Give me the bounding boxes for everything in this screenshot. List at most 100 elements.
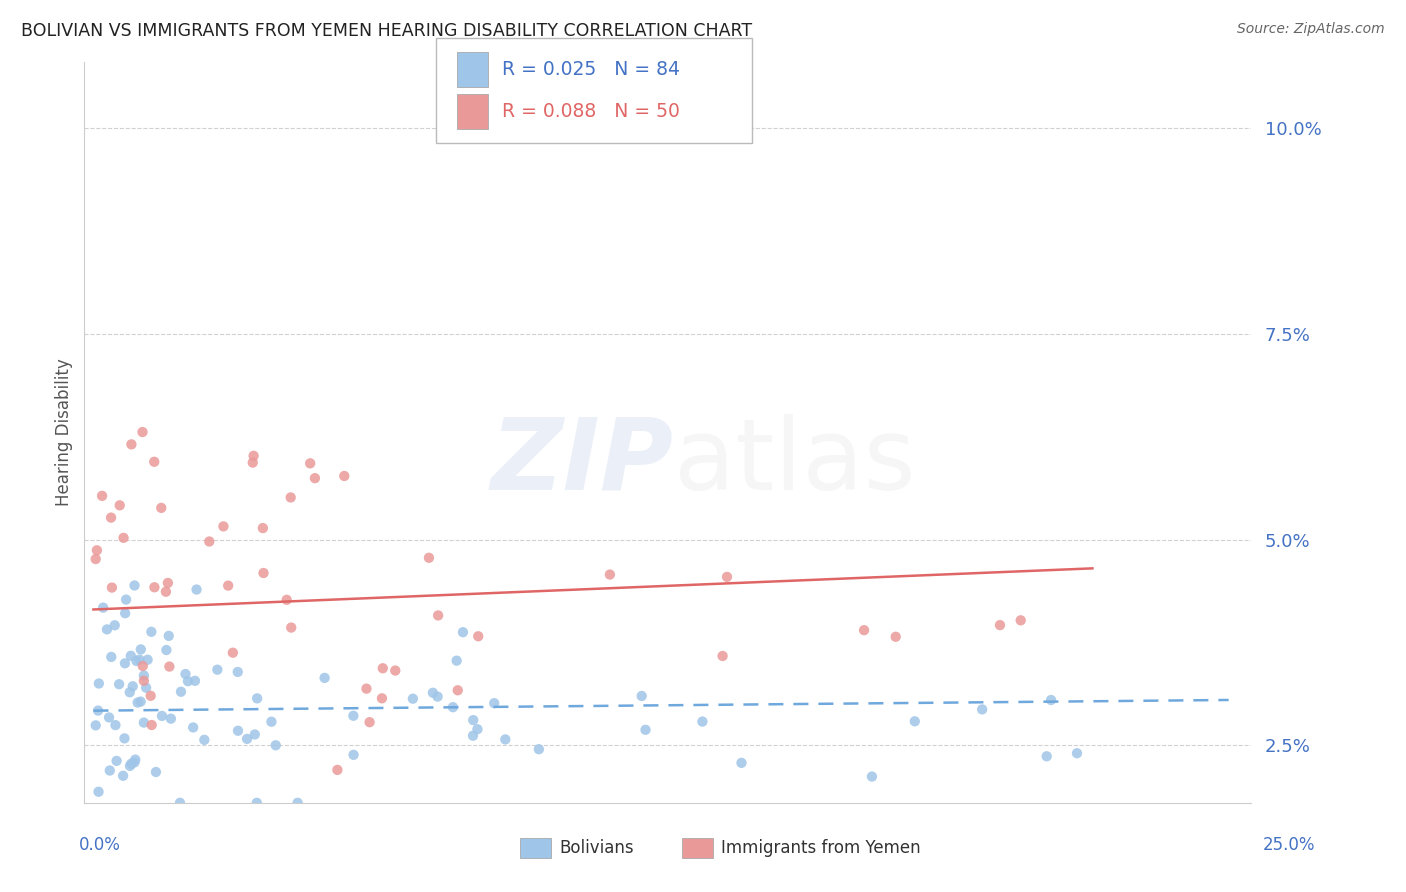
Point	[131, 425, 153, 439]
Point	[299, 456, 322, 470]
Point	[96, 623, 118, 637]
Point	[461, 729, 484, 743]
Point	[287, 796, 309, 810]
Point	[157, 629, 180, 643]
Point	[730, 756, 752, 770]
Point	[418, 550, 440, 565]
Point	[634, 723, 657, 737]
Point	[193, 732, 215, 747]
Point	[112, 531, 135, 545]
Point	[494, 732, 516, 747]
Point	[127, 696, 149, 710]
Point	[84, 552, 107, 566]
Point	[156, 576, 179, 591]
Point	[371, 661, 394, 675]
Point	[91, 600, 114, 615]
Point	[1035, 749, 1057, 764]
Point	[860, 770, 883, 784]
Point	[1040, 693, 1063, 707]
Point	[112, 769, 135, 783]
Point	[342, 747, 364, 762]
Point	[181, 721, 204, 735]
Point	[108, 677, 131, 691]
Point	[132, 659, 155, 673]
Point	[304, 471, 326, 485]
Text: R = 0.088   N = 50: R = 0.088 N = 50	[502, 102, 681, 121]
Point	[359, 715, 381, 730]
Point	[276, 592, 298, 607]
Point	[101, 581, 124, 595]
Point	[371, 691, 394, 706]
Point	[451, 625, 474, 640]
Point	[280, 621, 302, 635]
Point	[145, 764, 167, 779]
Point	[100, 649, 122, 664]
Point	[384, 664, 406, 678]
Point	[711, 648, 734, 663]
Point	[988, 618, 1011, 632]
Point	[86, 543, 108, 558]
Point	[333, 469, 356, 483]
Point	[264, 739, 287, 753]
Point	[427, 608, 450, 623]
Point	[125, 654, 148, 668]
Point	[484, 696, 506, 710]
Y-axis label: Hearing Disability: Hearing Disability	[55, 359, 73, 507]
Point	[426, 690, 449, 704]
Point	[422, 686, 444, 700]
Point	[242, 456, 264, 470]
Point	[212, 519, 235, 533]
Point	[87, 704, 110, 718]
Point	[174, 667, 197, 681]
Point	[150, 709, 173, 723]
Point	[972, 702, 994, 716]
Point	[184, 673, 207, 688]
Point	[100, 510, 122, 524]
Point	[87, 676, 110, 690]
Point	[124, 578, 146, 592]
Point	[217, 579, 239, 593]
Point	[463, 713, 485, 727]
Text: 25.0%: 25.0%	[1263, 836, 1316, 855]
Point	[198, 534, 221, 549]
Point	[630, 689, 652, 703]
Point	[884, 630, 907, 644]
Text: ZIP: ZIP	[491, 414, 673, 511]
Point	[105, 754, 128, 768]
Point	[139, 689, 162, 703]
Text: Source: ZipAtlas.com: Source: ZipAtlas.com	[1237, 22, 1385, 37]
Point	[314, 671, 336, 685]
Point	[121, 679, 143, 693]
Point	[120, 437, 142, 451]
Point	[104, 618, 127, 632]
Point	[155, 584, 177, 599]
Point	[128, 652, 150, 666]
Point	[84, 718, 107, 732]
Point	[143, 455, 166, 469]
Text: Bolivians: Bolivians	[560, 839, 634, 857]
Point	[1066, 746, 1088, 760]
Point	[98, 764, 121, 778]
Point	[226, 723, 249, 738]
Text: R = 0.025   N = 84: R = 0.025 N = 84	[502, 60, 681, 79]
Point	[252, 566, 274, 580]
Point	[226, 665, 249, 679]
Point	[104, 718, 127, 732]
Point	[124, 756, 146, 770]
Point	[87, 785, 110, 799]
Point	[446, 654, 468, 668]
Point	[132, 673, 155, 688]
Point	[853, 623, 876, 637]
Text: 0.0%: 0.0%	[79, 836, 121, 855]
Point	[467, 723, 489, 737]
Point	[91, 489, 114, 503]
Point	[115, 592, 138, 607]
Point	[114, 606, 136, 620]
Point	[150, 500, 173, 515]
Point	[132, 715, 155, 730]
Point	[129, 642, 152, 657]
Text: BOLIVIAN VS IMMIGRANTS FROM YEMEN HEARING DISABILITY CORRELATION CHART: BOLIVIAN VS IMMIGRANTS FROM YEMEN HEARIN…	[21, 22, 752, 40]
Point	[527, 742, 550, 756]
Point	[441, 700, 464, 714]
Point	[246, 796, 269, 810]
